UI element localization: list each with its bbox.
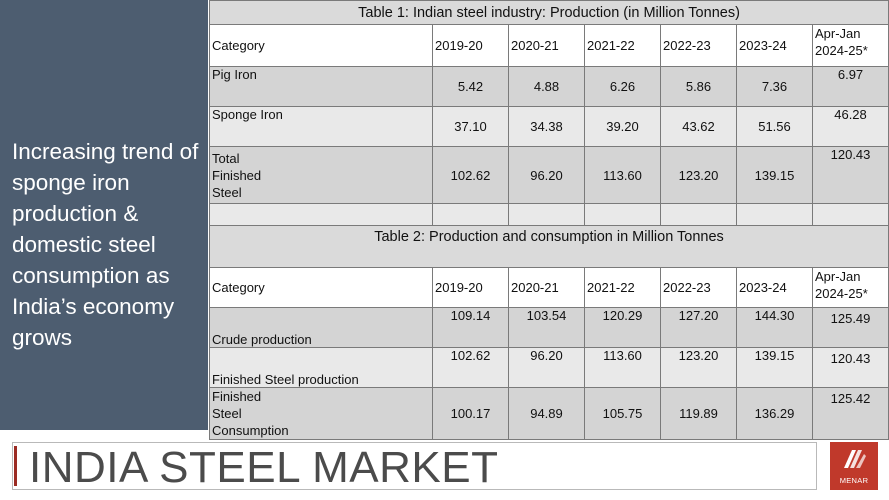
table1-title-row: Table 1: Indian steel industry: Producti… (208, 0, 889, 25)
cell-value: 39.20 (584, 106, 661, 147)
row-category: Finished Steel Consumption (209, 387, 433, 440)
table1-header-year: Apr-Jan 2024-25* (811, 24, 889, 67)
cell-value: 5.86 (660, 66, 737, 107)
cell-value: 6.97 (811, 66, 889, 107)
table1-header-year: 2022-23 (660, 24, 737, 67)
cell-value: 123.20 (660, 146, 737, 204)
table2-header-row: Category 2019-20 2020-21 2021-22 2022-23… (209, 267, 889, 308)
cell-value: 94.89 (508, 387, 585, 440)
table1-title: Table 1: Indian steel industry: Producti… (208, 0, 889, 25)
cell-value: 125.49 (811, 307, 889, 348)
table1-header-year: 2023-24 (736, 24, 813, 67)
table-row: Total Finished Steel 102.62 96.20 113.60… (209, 146, 889, 204)
table-row: Finished Steel production 102.62 96.20 1… (209, 347, 889, 388)
table-row: Crude production 109.14 103.54 120.29 12… (209, 307, 889, 348)
row-category: Sponge Iron (209, 106, 433, 147)
cell-value: 105.75 (584, 387, 661, 440)
cell-value: 127.20 (660, 307, 737, 348)
empty-cell (432, 203, 509, 226)
cell-value: 123.20 (660, 347, 737, 388)
cell-value: 144.30 (736, 307, 813, 348)
cell-value: 139.15 (736, 146, 813, 204)
table1-header-category: Category (209, 24, 433, 67)
cell-value: 125.42 (811, 387, 889, 440)
empty-cell (584, 203, 661, 226)
cell-value: 102.62 (432, 146, 509, 204)
cell-value: 120.43 (811, 347, 889, 388)
table2-header-category: Category (209, 267, 433, 308)
logo-mark-icon (844, 450, 866, 468)
empty-cell (209, 203, 433, 226)
logo-text: MENAR (839, 476, 869, 485)
cell-value: 109.14 (432, 307, 509, 348)
cell-value: 103.54 (508, 307, 585, 348)
left-panel: Increasing trend of sponge iron producti… (0, 0, 208, 430)
table-row-empty (209, 203, 889, 226)
table-row: Pig Iron 5.42 4.88 6.26 5.86 7.36 6.97 (209, 66, 889, 107)
cell-value: 6.26 (584, 66, 661, 107)
cell-value: 113.60 (584, 347, 661, 388)
cell-value: 96.20 (508, 347, 585, 388)
cell-value: 139.15 (736, 347, 813, 388)
empty-cell (736, 203, 813, 226)
steel-tables: Table 1: Indian steel industry: Producti… (208, 0, 889, 440)
cell-value: 100.17 (432, 387, 509, 440)
row-category: Pig Iron (209, 66, 433, 107)
cell-value: 5.42 (432, 66, 509, 107)
cell-value: 4.88 (508, 66, 585, 107)
cell-value: 120.43 (811, 146, 889, 204)
cell-value: 51.56 (736, 106, 813, 147)
cell-value: 43.62 (660, 106, 737, 147)
accent-bar (14, 446, 17, 486)
empty-cell (811, 203, 889, 226)
table-row: Sponge Iron 37.10 34.38 39.20 43.62 51.5… (209, 106, 889, 147)
cell-value: 119.89 (660, 387, 737, 440)
table-row: Finished Steel Consumption 100.17 94.89 … (209, 387, 889, 440)
cell-value: 34.38 (508, 106, 585, 147)
footer-title: INDIA STEEL MARKET (29, 443, 499, 492)
row-category: Total Finished Steel (209, 146, 433, 204)
cell-value: 102.62 (432, 347, 509, 388)
table2-header-year: 2019-20 (432, 267, 509, 308)
table1-header-year: 2021-22 (584, 24, 661, 67)
table2-title-row: Table 2: Production and consumption in M… (208, 225, 889, 268)
row-category: Finished Steel production (209, 347, 433, 388)
empty-cell (508, 203, 585, 226)
cell-value: 46.28 (811, 106, 889, 147)
cell-value: 113.60 (584, 146, 661, 204)
table2-header-year: Apr-Jan 2024-25* (811, 267, 889, 308)
table1-header-year: 2020-21 (508, 24, 585, 67)
table1-header-year: 2019-20 (432, 24, 509, 67)
cell-value: 96.20 (508, 146, 585, 204)
table2-header-year: 2020-21 (508, 267, 585, 308)
table2-header-year: 2023-24 (736, 267, 813, 308)
tables-area: Table 1: Indian steel industry: Producti… (208, 0, 889, 440)
empty-cell (660, 203, 737, 226)
cell-value: 7.36 (736, 66, 813, 107)
cell-value: 37.10 (432, 106, 509, 147)
table2-header-year: 2022-23 (660, 267, 737, 308)
table2-title: Table 2: Production and consumption in M… (208, 225, 889, 268)
row-category: Crude production (209, 307, 433, 348)
cell-value: 136.29 (736, 387, 813, 440)
table1-header-row: Category 2019-20 2020-21 2021-22 2022-23… (209, 24, 889, 67)
footer-title-box: INDIA STEEL MARKET (12, 442, 817, 492)
company-logo: MENAR (830, 442, 878, 490)
table2-header-year: 2021-22 (584, 267, 661, 308)
cell-value: 120.29 (584, 307, 661, 348)
sidebar-caption: Increasing trend of sponge iron producti… (12, 139, 199, 350)
